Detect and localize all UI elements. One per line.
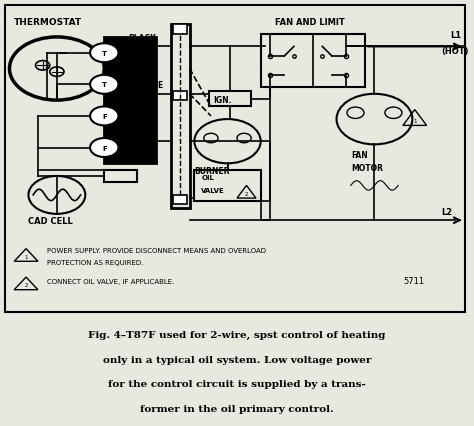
Bar (173, 25, 187, 35)
Bar (173, 92, 187, 101)
Text: F: F (102, 145, 107, 151)
Circle shape (90, 76, 118, 95)
Text: T: T (102, 82, 107, 88)
Text: POWER SUPPLY. PROVIDE DISCONNECT MEANS AND OVERLOAD: POWER SUPPLY. PROVIDE DISCONNECT MEANS A… (47, 247, 266, 253)
Text: CAD CELL: CAD CELL (28, 217, 73, 226)
Bar (209, 92, 251, 107)
Bar (171, 25, 190, 208)
Circle shape (90, 44, 118, 63)
Text: F: F (102, 114, 107, 120)
Text: THERMOSTAT: THERMOSTAT (14, 18, 82, 27)
Text: PROTECTION AS REQUIRED.: PROTECTION AS REQUIRED. (47, 260, 144, 266)
Text: (HOT): (HOT) (441, 46, 468, 55)
Text: only in a typical oil system. Low voltage power: only in a typical oil system. Low voltag… (103, 355, 371, 364)
Text: 2: 2 (245, 191, 248, 196)
Text: FAN: FAN (351, 151, 367, 160)
Text: L2: L2 (441, 207, 452, 216)
Bar (104, 170, 137, 183)
Text: WHITE: WHITE (128, 129, 156, 138)
Text: 2: 2 (24, 283, 28, 288)
Bar (104, 38, 156, 164)
Text: CONNECT OIL VALVE, IF APPLICABLE.: CONNECT OIL VALVE, IF APPLICABLE. (47, 279, 175, 285)
Text: 1: 1 (24, 254, 28, 259)
Text: 5711: 5711 (403, 277, 424, 286)
Bar (173, 196, 187, 205)
Text: VALVE: VALVE (201, 187, 225, 193)
Text: BURNER: BURNER (194, 167, 230, 176)
Text: former in the oil primary control.: former in the oil primary control. (140, 404, 334, 413)
Bar (194, 170, 261, 202)
Circle shape (90, 139, 118, 158)
Text: FAN AND LIMIT: FAN AND LIMIT (275, 18, 345, 27)
Text: MOTOR: MOTOR (351, 163, 383, 172)
Text: BLACK: BLACK (128, 34, 156, 43)
Circle shape (90, 107, 118, 126)
Text: 1: 1 (413, 119, 417, 124)
Bar (261, 35, 365, 88)
Text: T: T (102, 51, 107, 57)
Text: for the control circuit is supplied by a trans-: for the control circuit is supplied by a… (108, 380, 366, 389)
Text: ORANGE: ORANGE (128, 81, 164, 90)
Text: Fig. 4–T87F used for 2-wire, spst control of heating: Fig. 4–T87F used for 2-wire, spst contro… (88, 331, 386, 340)
Text: OIL: OIL (201, 175, 214, 181)
Text: L1: L1 (450, 31, 461, 40)
Text: IGN.: IGN. (213, 95, 232, 104)
